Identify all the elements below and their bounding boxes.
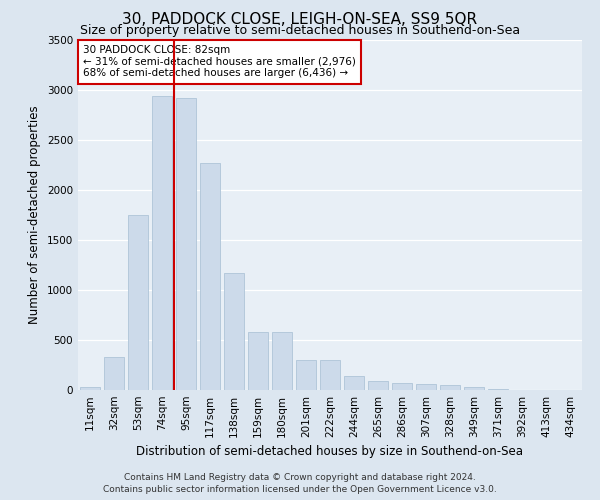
Text: 30, PADDOCK CLOSE, LEIGH-ON-SEA, SS9 5QR: 30, PADDOCK CLOSE, LEIGH-ON-SEA, SS9 5QR bbox=[122, 12, 478, 28]
Bar bbox=[200, 162, 220, 390]
Bar bbox=[320, 360, 340, 390]
Bar bbox=[248, 332, 268, 390]
Text: Size of property relative to semi-detached houses in Southend-on-Sea: Size of property relative to semi-detach… bbox=[80, 24, 520, 37]
Bar bbox=[416, 384, 436, 390]
Bar bbox=[224, 272, 244, 390]
Bar bbox=[392, 382, 412, 390]
Bar bbox=[488, 389, 508, 390]
Bar bbox=[344, 376, 364, 390]
Bar bbox=[272, 332, 292, 390]
Bar bbox=[80, 387, 100, 390]
Text: Contains HM Land Registry data © Crown copyright and database right 2024.
Contai: Contains HM Land Registry data © Crown c… bbox=[103, 472, 497, 494]
Bar bbox=[176, 98, 196, 390]
Bar bbox=[296, 360, 316, 390]
Bar bbox=[440, 385, 460, 390]
Bar bbox=[368, 381, 388, 390]
Bar bbox=[104, 356, 124, 390]
Bar bbox=[152, 96, 172, 390]
Bar bbox=[464, 387, 484, 390]
Y-axis label: Number of semi-detached properties: Number of semi-detached properties bbox=[28, 106, 41, 324]
Text: 30 PADDOCK CLOSE: 82sqm
← 31% of semi-detached houses are smaller (2,976)
68% of: 30 PADDOCK CLOSE: 82sqm ← 31% of semi-de… bbox=[83, 46, 356, 78]
X-axis label: Distribution of semi-detached houses by size in Southend-on-Sea: Distribution of semi-detached houses by … bbox=[137, 446, 523, 458]
Bar bbox=[128, 215, 148, 390]
